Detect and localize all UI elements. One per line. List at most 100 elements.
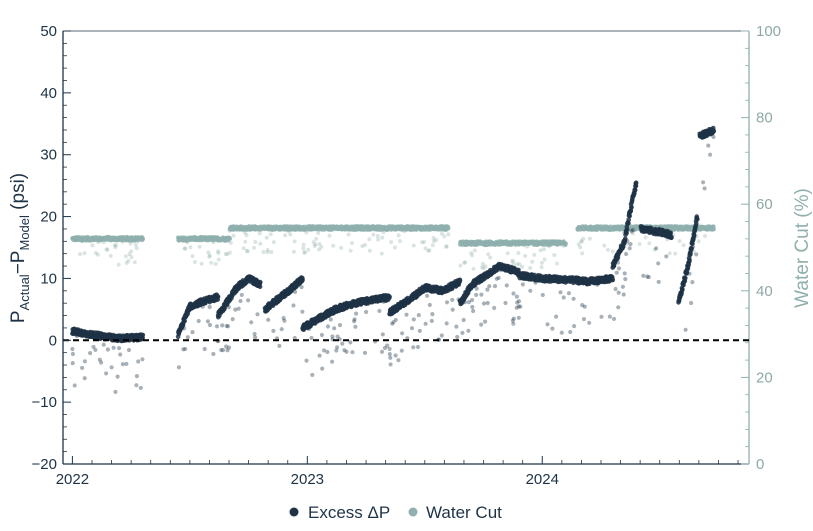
data-point bbox=[624, 230, 629, 236]
data-point bbox=[673, 251, 678, 256]
data-point bbox=[271, 240, 276, 245]
data-point bbox=[309, 335, 314, 341]
data-point bbox=[117, 346, 122, 351]
data-point bbox=[439, 333, 444, 338]
data-point bbox=[391, 320, 396, 325]
data-point bbox=[319, 244, 324, 249]
data-point bbox=[209, 260, 214, 265]
data-point bbox=[683, 327, 688, 332]
data-point bbox=[302, 250, 307, 255]
data-point bbox=[332, 326, 337, 331]
data-point bbox=[354, 311, 359, 316]
data-point bbox=[379, 349, 385, 354]
data-point bbox=[416, 313, 421, 318]
data-point bbox=[516, 315, 521, 320]
data-point bbox=[694, 221, 699, 226]
data-point bbox=[641, 273, 646, 278]
data-point bbox=[417, 328, 422, 333]
data-point bbox=[579, 239, 584, 244]
data-point bbox=[327, 233, 332, 238]
data-point bbox=[545, 322, 550, 327]
excess-dp-layer bbox=[70, 125, 717, 394]
data-point bbox=[269, 250, 274, 255]
data-point bbox=[462, 300, 468, 305]
data-point bbox=[292, 239, 297, 244]
data-point bbox=[140, 332, 146, 338]
data-point bbox=[216, 257, 221, 262]
data-point bbox=[70, 361, 75, 366]
data-point bbox=[706, 143, 711, 148]
data-point bbox=[587, 320, 592, 325]
data-point bbox=[238, 298, 243, 304]
data-point bbox=[303, 250, 307, 255]
data-point bbox=[626, 221, 631, 226]
data-point bbox=[469, 298, 475, 303]
data-point bbox=[514, 294, 519, 299]
data-point bbox=[219, 347, 224, 353]
y-right-tick-label: 80 bbox=[756, 110, 773, 127]
data-point bbox=[540, 292, 545, 298]
data-point bbox=[427, 302, 432, 307]
y-right-tick-label: 100 bbox=[756, 23, 781, 40]
water-cut-layer bbox=[70, 224, 716, 271]
data-point bbox=[126, 347, 132, 353]
data-point bbox=[344, 349, 349, 354]
data-point bbox=[632, 187, 638, 193]
data-point bbox=[492, 305, 497, 310]
data-point bbox=[279, 327, 284, 332]
data-point bbox=[350, 350, 355, 355]
data-point bbox=[282, 318, 287, 323]
data-point bbox=[510, 258, 515, 263]
data-point bbox=[480, 265, 485, 270]
data-point bbox=[82, 251, 87, 256]
data-point bbox=[124, 260, 129, 265]
data-point bbox=[82, 376, 87, 381]
data-point bbox=[625, 239, 630, 244]
data-point bbox=[647, 241, 652, 246]
y-left-tick-label: 10 bbox=[40, 270, 57, 287]
data-point bbox=[360, 244, 365, 249]
data-point bbox=[652, 247, 657, 252]
data-point bbox=[624, 227, 630, 232]
data-point bbox=[702, 186, 707, 191]
data-point bbox=[610, 277, 615, 283]
data-point bbox=[334, 348, 339, 353]
data-point bbox=[579, 239, 584, 244]
data-point bbox=[243, 239, 248, 244]
data-point bbox=[268, 232, 273, 237]
data-point bbox=[690, 280, 695, 285]
data-point bbox=[116, 262, 121, 267]
data-point bbox=[429, 318, 434, 323]
data-point bbox=[409, 326, 415, 331]
data-point bbox=[420, 240, 425, 245]
data-point bbox=[514, 305, 519, 310]
data-point bbox=[88, 351, 93, 356]
data-point bbox=[265, 248, 270, 252]
data-point bbox=[317, 242, 322, 246]
data-point bbox=[539, 265, 544, 270]
data-point bbox=[224, 323, 229, 328]
data-point bbox=[337, 323, 343, 328]
data-point bbox=[516, 304, 521, 309]
data-point bbox=[113, 389, 118, 394]
data-point bbox=[684, 270, 690, 276]
data-point bbox=[291, 303, 296, 308]
data-point bbox=[559, 330, 564, 335]
data-point bbox=[430, 243, 435, 248]
data-point bbox=[466, 328, 471, 333]
data-point bbox=[246, 298, 251, 303]
data-point bbox=[312, 244, 317, 248]
data-point bbox=[310, 372, 315, 377]
data-point bbox=[613, 286, 618, 292]
data-point bbox=[313, 242, 318, 247]
data-point bbox=[258, 279, 263, 285]
data-point bbox=[387, 294, 392, 300]
data-point bbox=[587, 236, 592, 241]
data-point bbox=[190, 254, 195, 259]
data-point bbox=[461, 317, 466, 323]
data-point bbox=[681, 243, 686, 248]
data-point bbox=[581, 317, 587, 322]
data-point bbox=[387, 346, 392, 351]
data-point bbox=[392, 245, 397, 250]
data-point bbox=[517, 262, 522, 267]
